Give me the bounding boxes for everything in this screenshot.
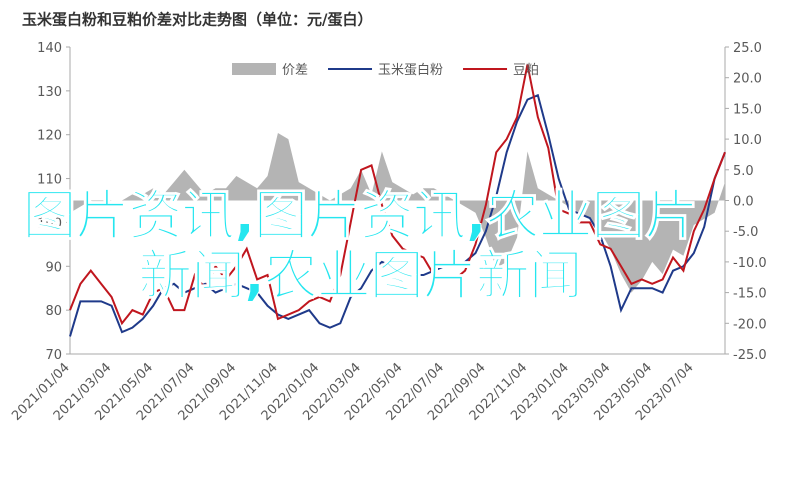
- chart-title: 玉米蛋白粉和豆粕价差对比走势图（单位：元/蛋白）: [22, 11, 372, 29]
- legend-label: 豆粕: [513, 63, 539, 78]
- y2-tick-label: -15.0: [733, 287, 767, 302]
- y2-tick-label: 10.0: [733, 133, 762, 148]
- y2-tick-label: -20.0: [733, 317, 767, 332]
- y2-tick-label: -10.0: [733, 256, 767, 271]
- y-tick-label: 90: [45, 260, 62, 275]
- y-tick-label: 100: [37, 216, 62, 231]
- y2-tick-label: 5.0: [733, 164, 754, 179]
- y-tick-label: 140: [37, 41, 62, 56]
- price-line: [69, 64, 726, 326]
- y2-tick-label: -5.0: [733, 225, 758, 240]
- y-tick-label: 110: [37, 173, 62, 188]
- y2-tick-label: 25.0: [733, 41, 762, 56]
- y-tick-label: 130: [37, 85, 62, 100]
- legend-label: 玉米蛋白粉: [378, 62, 443, 78]
- legend-swatch: [232, 63, 276, 75]
- y-tick-label: 120: [37, 129, 62, 144]
- spread-area: [70, 132, 725, 293]
- y-tick-label: 80: [45, 304, 62, 319]
- watermark-text: 图片资讯,图片资讯,农业图片新闻,农业图片新闻: [22, 184, 699, 307]
- y2-tick-label: 15.0: [733, 102, 762, 117]
- y-tick-label: 70: [45, 348, 62, 363]
- y2-tick-label: 20.0: [733, 72, 762, 87]
- y2-tick-label: -25.0: [733, 348, 767, 363]
- price-line: [69, 93, 726, 337]
- legend-label: 价差: [282, 63, 308, 78]
- y2-tick-label: 0.0: [733, 195, 754, 210]
